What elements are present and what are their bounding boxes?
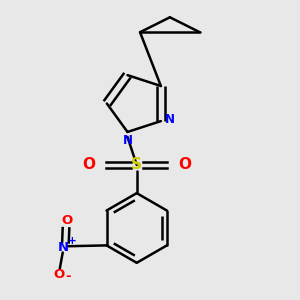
Text: +: + bbox=[68, 236, 77, 246]
Text: O: O bbox=[61, 214, 73, 227]
Text: O: O bbox=[82, 158, 95, 172]
Text: N: N bbox=[58, 242, 69, 254]
Text: O: O bbox=[178, 158, 191, 172]
Text: O: O bbox=[53, 268, 64, 281]
Text: -: - bbox=[65, 270, 71, 283]
Text: N: N bbox=[122, 134, 133, 147]
Text: N: N bbox=[165, 113, 175, 126]
Text: S: S bbox=[131, 158, 142, 172]
